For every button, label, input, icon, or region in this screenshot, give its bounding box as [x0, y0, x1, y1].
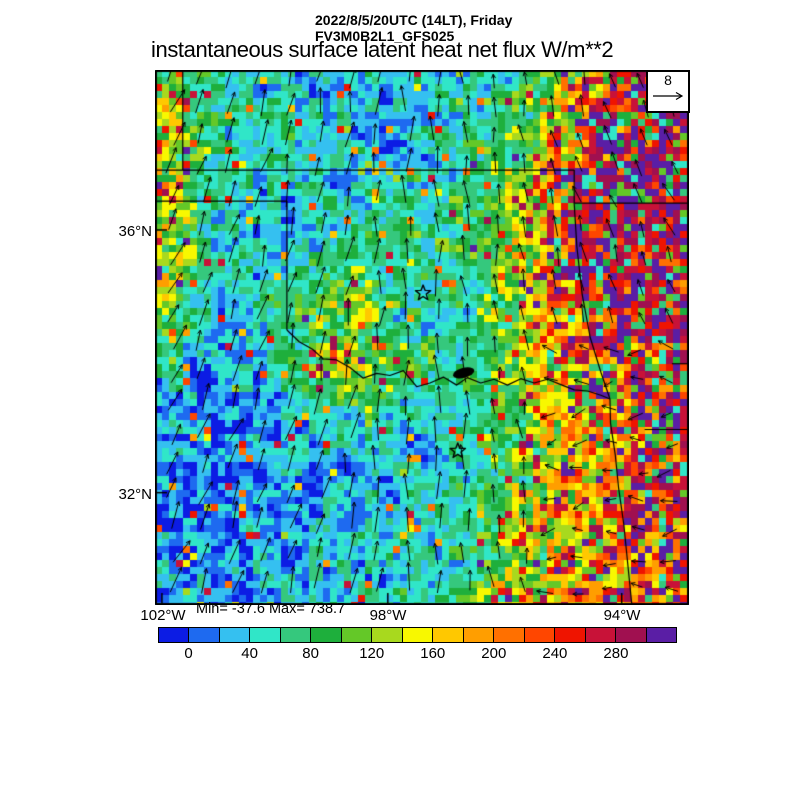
lon-label-102w: 102°W — [140, 607, 186, 624]
colorbar-tick-label: 80 — [302, 645, 319, 662]
colorbar-segment — [159, 628, 190, 642]
colorbar-segment — [250, 628, 281, 642]
colorbar-segment — [463, 628, 495, 642]
colorbar-tick-label: 120 — [359, 645, 385, 662]
colorbar-segment — [341, 628, 373, 642]
colorbar-tick-label: 40 — [241, 645, 258, 662]
plot-datetime: 2022/8/5/20UTC (14LT), Friday — [315, 12, 513, 28]
colorbar-segment — [311, 628, 342, 642]
lon-label-94w: 94°W — [603, 607, 641, 624]
plot-model-name: FV3M0B2L1_GFS025 — [315, 28, 455, 44]
colorbar-tick-label: 240 — [542, 645, 568, 662]
colorbar — [158, 627, 677, 643]
colorbar-labels: 0 40 80 120 160 200 240 280 — [158, 645, 677, 663]
colorbar-segment — [555, 628, 586, 642]
colorbar-tick-label: 280 — [603, 645, 629, 662]
minmax-annotation: Min= -37.6 Max= 738.7 — [196, 601, 346, 617]
colorbar-tick-label: 0 — [184, 645, 193, 662]
lat-label-32n: 32°N — [118, 486, 152, 503]
colorbar-segment — [524, 628, 556, 642]
lat-label-36n: 36°N — [118, 223, 152, 240]
wind-reference-box: 8 — [646, 70, 690, 113]
colorbar-segment — [280, 628, 312, 642]
plot-title: instantaneous surface latent heat net fl… — [151, 37, 614, 62]
map-area — [155, 70, 689, 605]
colorbar-segment — [402, 628, 434, 642]
lon-label-98w: 98°W — [369, 607, 407, 624]
flux-heatmap-canvas — [155, 70, 689, 605]
colorbar-tick-label: 200 — [481, 645, 507, 662]
colorbar-tick-label: 160 — [420, 645, 446, 662]
colorbar-segment — [494, 628, 525, 642]
colorbar-segment — [616, 628, 647, 642]
colorbar-segment — [219, 628, 251, 642]
colorbar-segment — [372, 628, 403, 642]
colorbar-segment — [585, 628, 617, 642]
colorbar-segment — [646, 628, 676, 642]
colorbar-segment — [433, 628, 464, 642]
colorbar-segment — [189, 628, 220, 642]
reference-arrow-icon — [653, 91, 684, 101]
wind-reference-value: 8 — [664, 72, 672, 88]
